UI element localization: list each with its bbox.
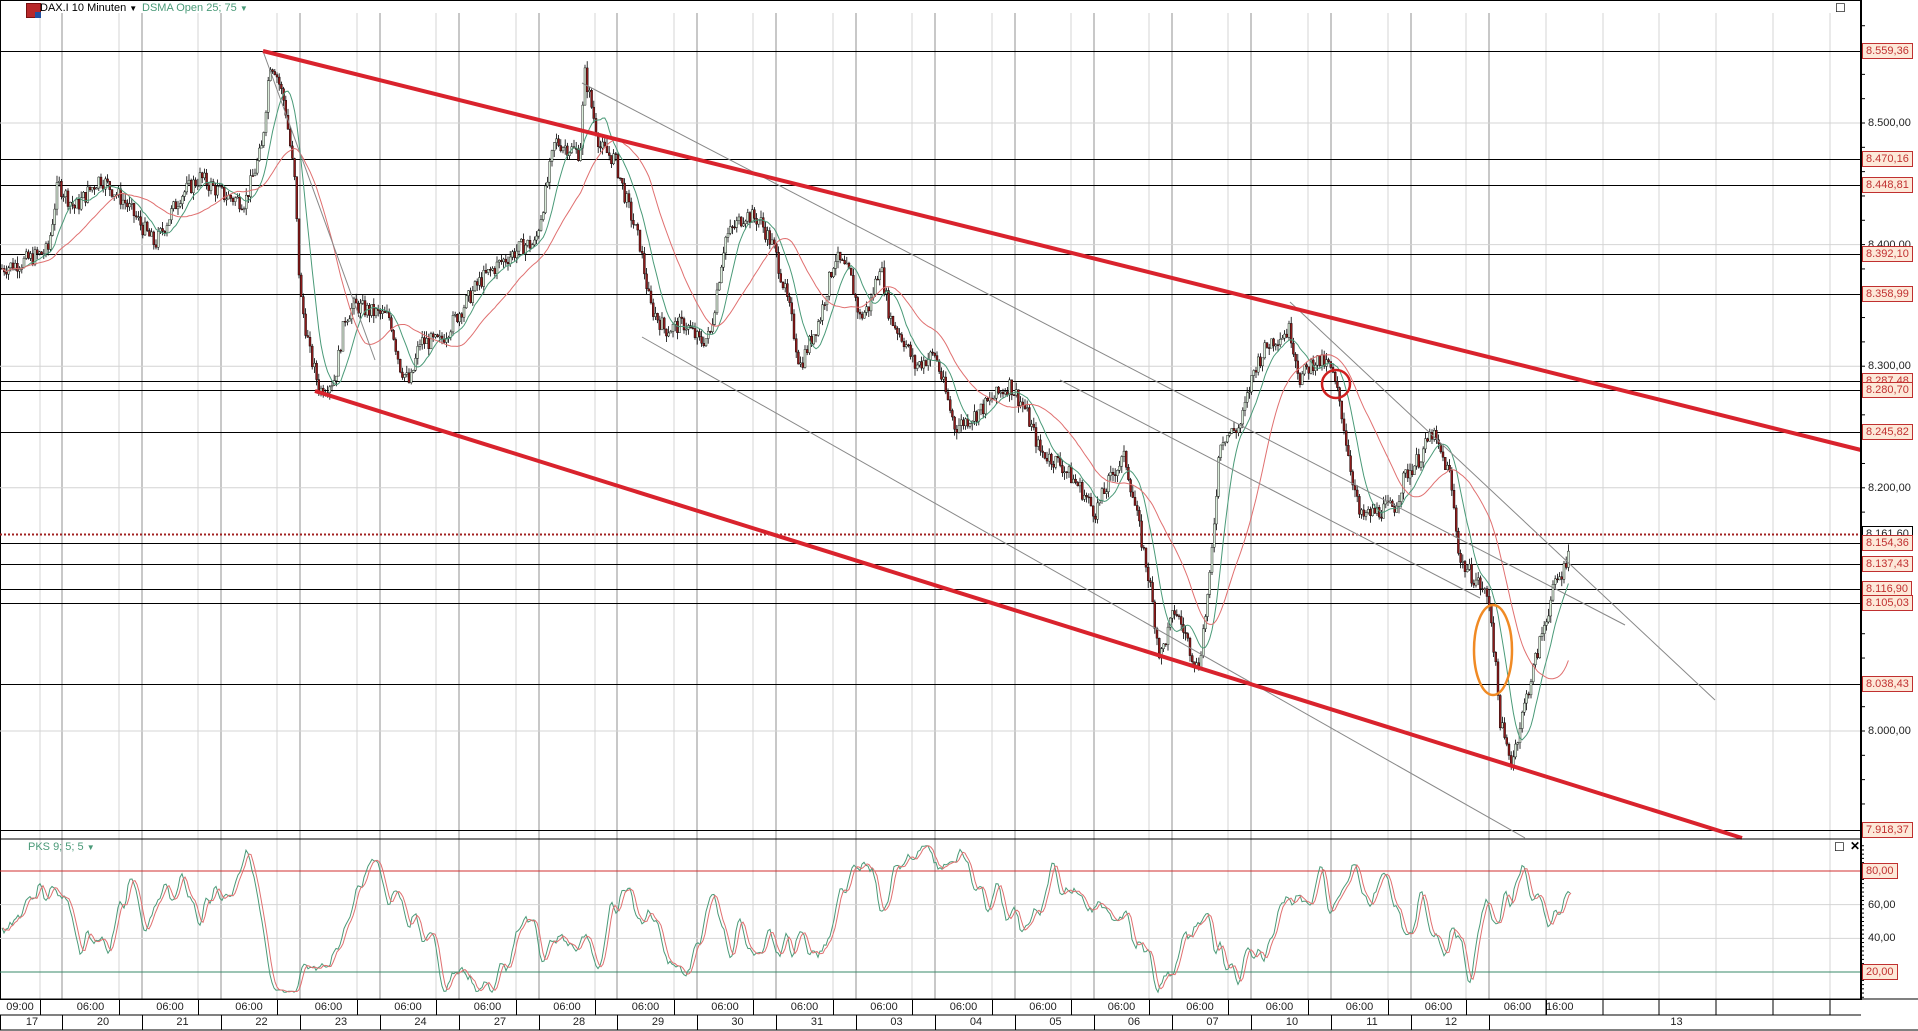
date-label: 21 bbox=[142, 1015, 222, 1030]
date-label: 12 bbox=[1411, 1015, 1490, 1030]
oscillator-k-line bbox=[1, 845, 1571, 994]
channel-upper-line bbox=[262, 49, 1862, 452]
time-label: 06:00 bbox=[1251, 1000, 1309, 1015]
oscillator-selector[interactable]: PKS 9; 5; 5 ▼ bbox=[28, 841, 95, 853]
date-label: 23 bbox=[300, 1015, 381, 1030]
level-label: 8.392,10 bbox=[1862, 246, 1913, 263]
date-label: 04 bbox=[935, 1015, 1016, 1030]
time-label: 06:00 bbox=[617, 1000, 675, 1015]
time-label: 06:00 bbox=[697, 1000, 754, 1015]
level-label: 8.470,16 bbox=[1862, 151, 1913, 168]
chart-title: DAX.I 10 Minuten bbox=[40, 2, 127, 14]
level-label: 8.105,03 bbox=[1862, 595, 1913, 612]
price-tick-label: 8.300,00 bbox=[1868, 360, 1911, 373]
date-label: 06 bbox=[1094, 1015, 1173, 1030]
level-label: 8.448,81 bbox=[1862, 177, 1913, 194]
date-label: 20 bbox=[62, 1015, 143, 1030]
level-label: 8.245,82 bbox=[1862, 424, 1913, 441]
time-label: 06:00 bbox=[1094, 1000, 1150, 1015]
level-label: 8.154,36 bbox=[1862, 535, 1913, 552]
level-label: 8.358,99 bbox=[1862, 286, 1913, 303]
time-label: 06:00 bbox=[776, 1000, 834, 1015]
date-label: 11 bbox=[1331, 1015, 1412, 1030]
date-label: 07 bbox=[1172, 1015, 1252, 1030]
maximize-icon[interactable]: ☐ bbox=[1834, 840, 1845, 854]
osc-level-label: 20,00 bbox=[1862, 964, 1898, 980]
osc-tick-label: 60,00 bbox=[1868, 898, 1896, 911]
close-icon[interactable]: ✕ bbox=[1850, 839, 1861, 853]
date-label: 13 bbox=[1489, 1015, 1863, 1030]
cfd-icon bbox=[26, 3, 41, 18]
annotation-circle bbox=[1320, 368, 1352, 400]
time-label: 06:00 bbox=[1489, 1000, 1547, 1015]
time-label: 09:00 bbox=[0, 1000, 41, 1015]
trendline bbox=[641, 336, 1526, 839]
candlestick-series bbox=[0, 61, 1570, 771]
date-label: 30 bbox=[697, 1015, 777, 1030]
date-label: 17 bbox=[0, 1015, 63, 1030]
time-label: 06:00 bbox=[1015, 1000, 1072, 1015]
time-label: 06:00 bbox=[142, 1000, 199, 1015]
time-label: 06:00 bbox=[459, 1000, 517, 1015]
channel-lower-line bbox=[314, 389, 1743, 840]
osc-level-label: 80,00 bbox=[1862, 863, 1898, 879]
instrument-selector[interactable]: DAX.I 10 Minuten ▼ bbox=[40, 2, 137, 14]
trendline bbox=[262, 50, 376, 361]
indicator-selector[interactable]: DSMA Open 25; 75 ▼ bbox=[142, 2, 248, 14]
ma-fast-line bbox=[1, 90, 1569, 741]
date-label: 28 bbox=[539, 1015, 618, 1030]
oscillator-label: PKS 9; 5; 5 bbox=[28, 841, 84, 853]
level-label: 8.038,43 bbox=[1862, 676, 1913, 693]
date-label: 05 bbox=[1015, 1015, 1095, 1030]
price-tick-label: 8.500,00 bbox=[1868, 117, 1911, 129]
time-label: 06:00 bbox=[221, 1000, 278, 1015]
level-label: 8.116,90 bbox=[1862, 580, 1913, 597]
trendline bbox=[1289, 301, 1716, 701]
date-label: 22 bbox=[221, 1015, 301, 1030]
time-label: 06:00 bbox=[539, 1000, 596, 1015]
time-label: 06:00 bbox=[1331, 1000, 1389, 1015]
trendline bbox=[1059, 379, 1481, 599]
price-tick-label: 8.200,00 bbox=[1868, 481, 1911, 494]
level-label: 7.918,37 bbox=[1862, 822, 1913, 839]
time-label: 06:00 bbox=[300, 1000, 358, 1015]
caret-down-icon[interactable]: ▼ bbox=[86, 843, 95, 852]
indicator-label: DSMA Open 25; 75 bbox=[142, 2, 237, 14]
maximize-icon[interactable]: ☐ bbox=[1835, 1, 1846, 15]
caret-down-icon[interactable]: ▼ bbox=[129, 4, 138, 13]
osc-tick-label: 40,00 bbox=[1868, 932, 1896, 945]
time-label: 06:00 bbox=[856, 1000, 913, 1015]
ma-slow-line bbox=[1, 138, 1569, 680]
time-label: 06:00 bbox=[380, 1000, 437, 1015]
annotation-ellipse bbox=[1472, 603, 1514, 697]
date-label: 24 bbox=[380, 1015, 460, 1030]
price-tick-label: 8.000,00 bbox=[1868, 725, 1911, 737]
level-label: 8.280,70 bbox=[1862, 381, 1913, 398]
date-label: 27 bbox=[459, 1015, 540, 1030]
date-label: 03 bbox=[856, 1015, 936, 1030]
time-label: 16:00 bbox=[1546, 1001, 1574, 1013]
plot-border bbox=[0, 0, 1862, 1000]
level-label: 8.137,43 bbox=[1862, 555, 1913, 572]
time-label: 06:00 bbox=[935, 1000, 993, 1015]
date-label: 29 bbox=[617, 1015, 698, 1030]
time-label: 06:00 bbox=[62, 1000, 120, 1015]
time-label: 06:00 bbox=[1411, 1000, 1467, 1015]
level-label: 8.559,36 bbox=[1862, 42, 1913, 59]
date-label: 31 bbox=[776, 1015, 857, 1030]
oscillator-d-line bbox=[2, 845, 1572, 993]
caret-down-icon[interactable]: ▼ bbox=[239, 4, 248, 13]
time-label: 06:00 bbox=[1172, 1000, 1229, 1015]
date-label: 10 bbox=[1251, 1015, 1332, 1030]
